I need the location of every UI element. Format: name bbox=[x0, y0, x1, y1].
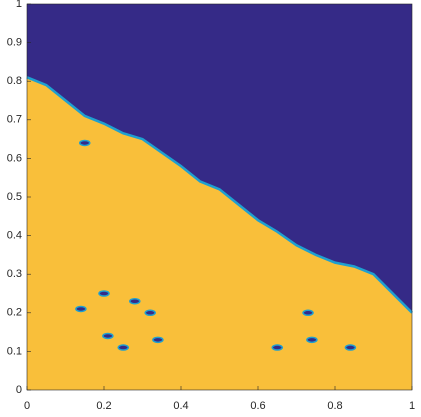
y-tick-label: 0.3 bbox=[7, 268, 22, 280]
spot bbox=[79, 139, 91, 147]
y-tick-label: 0.2 bbox=[7, 307, 22, 319]
spot bbox=[117, 344, 129, 351]
spot bbox=[306, 336, 318, 344]
y-tick-label: 0.8 bbox=[7, 75, 22, 87]
spot bbox=[98, 290, 110, 297]
spot bbox=[75, 305, 87, 313]
boundary-edge bbox=[26, 76, 413, 314]
spot bbox=[129, 297, 141, 305]
y-tick-label: 0 bbox=[16, 384, 22, 396]
y-tick-label: 0.4 bbox=[7, 230, 22, 242]
y-tick-label: 1 bbox=[16, 0, 22, 10]
x-tick-label: 0.8 bbox=[327, 400, 342, 412]
x-tick-label: 0.2 bbox=[96, 400, 111, 412]
y-tick-label: 0.7 bbox=[7, 114, 22, 126]
x-tick-label: 1 bbox=[409, 400, 415, 412]
spot bbox=[152, 336, 164, 344]
y-tick-label: 0.6 bbox=[7, 152, 22, 164]
spot bbox=[102, 332, 114, 340]
x-tick-label: 0 bbox=[24, 400, 30, 412]
y-tick-label: 0.1 bbox=[7, 345, 22, 357]
y-tick-label: 0.5 bbox=[7, 191, 22, 203]
x-tick-label: 0.6 bbox=[250, 400, 265, 412]
y-tick-label: 0.9 bbox=[7, 37, 22, 49]
spot bbox=[302, 309, 314, 317]
upper-region bbox=[27, 4, 412, 313]
spot bbox=[271, 344, 283, 351]
x-tick-label: 0.4 bbox=[173, 400, 188, 412]
spot bbox=[144, 309, 156, 317]
spot bbox=[344, 344, 357, 351]
